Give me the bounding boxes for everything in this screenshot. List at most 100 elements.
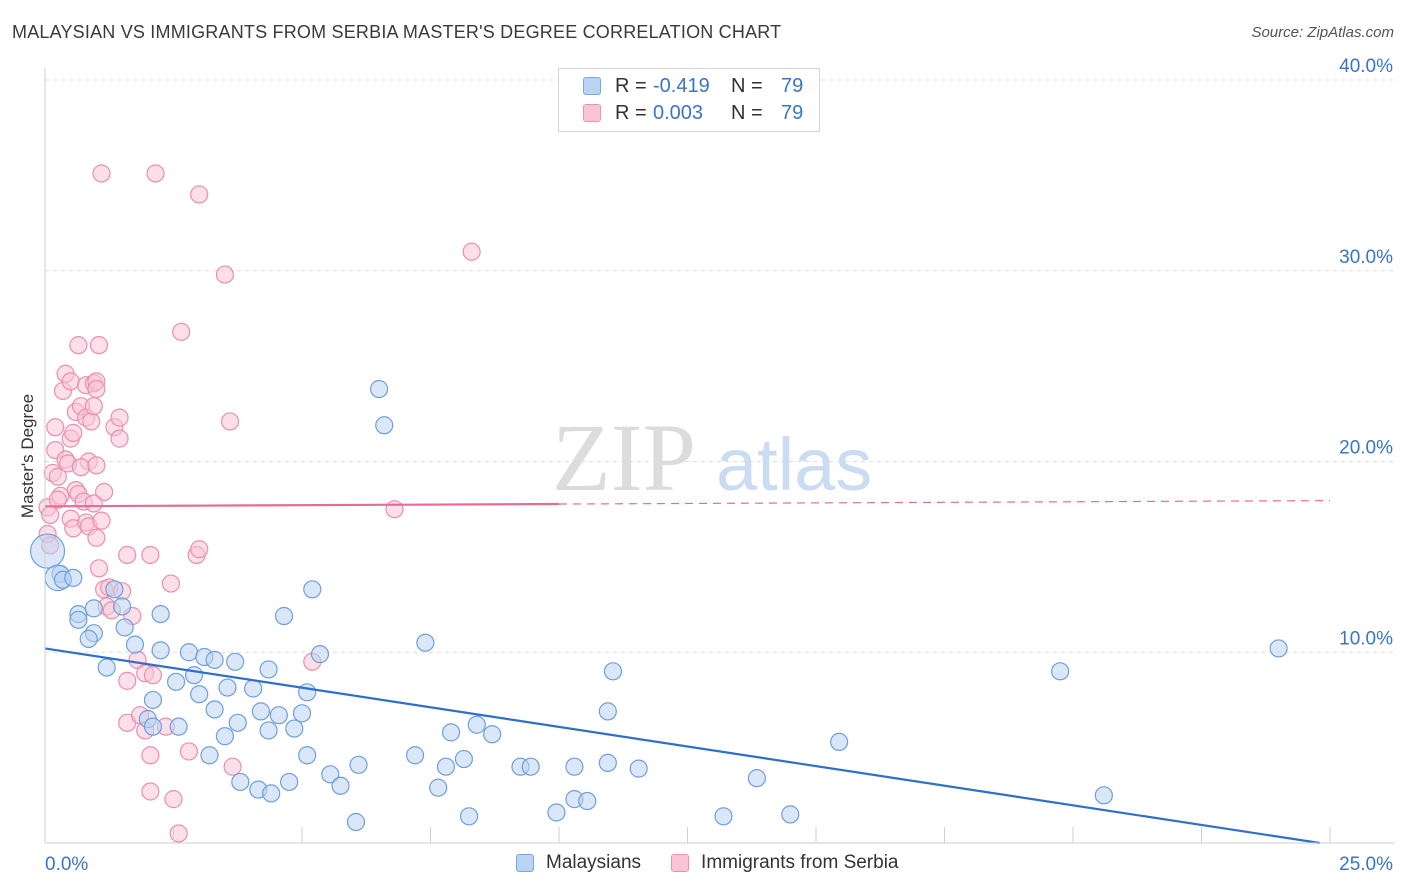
serbia-point [118,671,137,690]
malaysian-point [69,610,88,629]
malaysian-point [215,727,234,746]
malaysian-point [298,683,317,702]
r-label: R = [615,101,647,124]
malaysian-point [285,719,304,738]
serbia-point [64,423,83,442]
malaysian-point [1051,662,1070,681]
serbia-point [385,500,404,519]
malaysian-point [405,746,425,765]
serbia-point [92,511,111,530]
y-axis-label: Master's Degree [18,394,37,518]
serbia-point [110,429,129,448]
legend-label-serbia: Immigrants from Serbia [701,852,899,873]
malaysian-point [310,645,330,664]
serbia-point [92,164,111,183]
serbia-point [48,467,67,486]
malaysian-point [105,580,124,599]
malaysian-point [151,604,170,624]
serbia-point [82,412,101,431]
serbia-point [61,372,80,391]
serbia-point [110,408,129,427]
malaysian-point [292,704,312,723]
malaysian-point [179,643,199,662]
serbia-point [161,574,181,593]
malaysian-point [112,597,132,616]
malaysian-point [1269,639,1288,658]
chart-title: MALAYSIAN VS IMMIGRANTS FROM SERBIA MAST… [12,22,782,42]
pink-swatch [583,104,601,122]
serbia-point [215,265,234,284]
stats-row-serbia: R = 0.003 N = 79 [583,100,803,126]
malaysian-point [429,778,448,797]
serbia-point [41,505,60,525]
serbia-trend-line [44,502,560,508]
malaysian-point [64,568,83,587]
malaysian-point [578,791,597,811]
stats-legend: R = -0.419 N = 79 R = 0.003 N = 79 [558,68,820,132]
serbia-point [71,458,91,477]
malaysian-point [521,757,540,776]
malaysian-point [598,753,617,772]
serbia-point [46,418,65,437]
malaysian-point [321,765,340,784]
n-value: 79 [781,74,804,97]
watermark-atlas: atlas [716,423,872,506]
malaysian-point [84,599,103,618]
y-tick-label: 30.0% [1339,247,1393,268]
malaysian-point [205,650,224,669]
n-value: 79 [781,101,804,124]
serbia-point [223,757,242,776]
malaysian-point [143,717,163,736]
malaysian-point [416,633,435,652]
malaysian-point [436,757,456,776]
x-tick-label: 0.0% [45,854,88,875]
malaysian-point [370,379,389,399]
malaysian-point [228,713,247,732]
serbia-point [141,782,160,801]
serbia-point [87,528,106,547]
serbia-point [84,397,103,416]
malaysian-point [483,725,502,744]
series-legend: Malaysians Immigrants from Serbia [516,852,929,874]
serbia-point [164,790,183,809]
malaysian-point [115,618,134,637]
trend-lines [44,500,1331,845]
serbia-point [89,559,109,578]
malaysian-point [244,679,263,698]
malaysian-point [79,629,98,648]
gridlines [45,79,1395,653]
serbia-point [87,379,106,399]
malaysian-point [459,807,479,826]
axes: 10.0% 20.0% 30.0% 40.0% 0.0% 25.0% [44,56,1395,875]
y-tick-label: 20.0% [1339,438,1393,459]
malaysian-point [251,702,270,721]
malaysian-point [349,755,368,774]
serbia-point [169,824,188,843]
malaysian-point [169,717,188,736]
malaysian-point [259,660,278,679]
malaysian-point [598,702,617,721]
serbia-point [190,540,209,559]
malaysian-point [331,776,350,795]
malaysian-point [97,658,116,677]
serbia-point [118,545,137,565]
stats-row-malaysians: R = -0.419 N = 79 [583,73,803,99]
serbia-point [48,490,67,509]
n-label: N = [731,74,763,97]
serbia-point [141,545,160,565]
malaysian-point [747,769,766,788]
serbia-point [87,456,106,475]
n-label: N = [731,101,763,124]
malaysian-point [29,533,66,569]
malaysian-point [303,580,322,599]
serbia-point [95,482,114,502]
malaysian-point [346,812,366,832]
serbia-point [84,494,103,513]
serbia-point [172,322,191,341]
blue-swatch [516,854,534,872]
serbia-trend-line-extension [558,500,1331,505]
malaysian-point [231,772,250,792]
blue-swatch [583,77,601,95]
serbia-point [146,164,165,183]
